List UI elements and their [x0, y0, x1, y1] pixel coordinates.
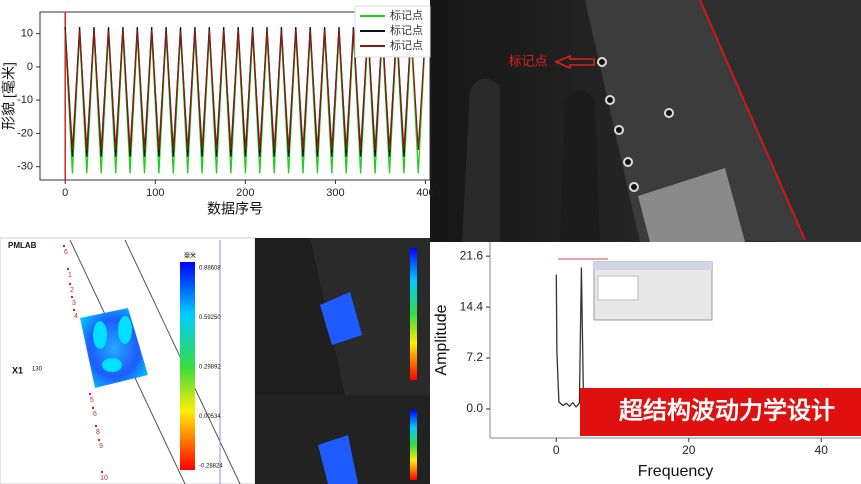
marker-dot: [72, 308, 76, 312]
colorbar-label: 0.59250: [199, 315, 221, 321]
coord: 130: [32, 367, 43, 373]
marker-dot: [88, 392, 92, 396]
y-tick-label: 0: [27, 61, 33, 73]
photo-label: 标记点: [508, 53, 547, 68]
axis-label: X1: [12, 365, 23, 375]
marker-dot: [91, 406, 95, 410]
y-tick-label: 0.0: [466, 401, 483, 415]
y-tick-label: -20: [17, 127, 33, 139]
logo: PMLAB: [8, 241, 37, 250]
x-tick-label: 0: [62, 187, 68, 199]
x-tick-label: 400: [416, 187, 434, 199]
colorbar-label: 0.88608: [199, 266, 221, 272]
marker-dot: [70, 295, 74, 299]
y-tick-label: -10: [17, 94, 33, 106]
marker-dot: [68, 282, 72, 286]
y-tick-label: -30: [17, 161, 33, 173]
y-tick-label: 21.6: [460, 248, 484, 262]
colorbar-label: 0.00534: [199, 414, 221, 420]
colorbar-label: -0.28824: [199, 464, 223, 470]
marker-dot: [100, 470, 104, 474]
marker-label: 2: [70, 287, 74, 294]
plot-frame: [39, 11, 431, 181]
y-tick-label: 7.2: [466, 350, 483, 364]
marker-label: 1: [68, 272, 72, 279]
thermal-images: [255, 238, 430, 484]
y-tick-label: 14.4: [460, 299, 484, 313]
marker-label: 3: [72, 300, 76, 307]
x-axis-label: Frequency: [638, 463, 714, 480]
marker-label: 8: [96, 429, 100, 436]
data-line: [64, 26, 412, 157]
photo: 标记点: [430, 0, 861, 242]
data-info-window: [593, 261, 713, 321]
x-tick-label: 200: [236, 187, 254, 199]
marker-dot: [66, 267, 70, 271]
marker-label: 5: [90, 397, 94, 404]
x-tick-label: 0: [553, 443, 560, 457]
marker-dot: [94, 424, 98, 428]
y-axis-label: Amplitude: [433, 304, 450, 375]
marker-label: 6: [64, 249, 68, 256]
x-axis-label: 数据序号: [207, 201, 263, 217]
marker-label: 6: [93, 411, 97, 418]
banner-text: 超结构波动力学设计: [619, 396, 835, 425]
colorbar-title: 毫米: [184, 252, 196, 260]
data-line: [64, 30, 427, 151]
x-tick-label: 100: [146, 187, 164, 199]
marker-dot: [97, 438, 101, 442]
marker-label: 10: [100, 475, 108, 482]
x-tick-label: 40: [815, 443, 829, 457]
fe-model: PMLAB X1 130 毫米: [0, 237, 256, 484]
marker-dot: [62, 244, 66, 248]
marker-label: 4: [74, 313, 78, 320]
marker-label: 9: [99, 443, 103, 450]
colorbar-label: 0.29892: [199, 365, 221, 371]
x-tick-label: 20: [682, 443, 696, 457]
legend-label: 标记点: [390, 8, 423, 22]
banner: 超结构波动力学设计: [580, 388, 861, 436]
legend-label: 标记点: [390, 23, 423, 37]
x-tick-label: 300: [326, 187, 344, 199]
y-axis-label: 形貌 [毫米]: [1, 62, 17, 130]
y-tick-label: 10: [21, 28, 33, 40]
legend-label: 标记点: [390, 38, 423, 52]
